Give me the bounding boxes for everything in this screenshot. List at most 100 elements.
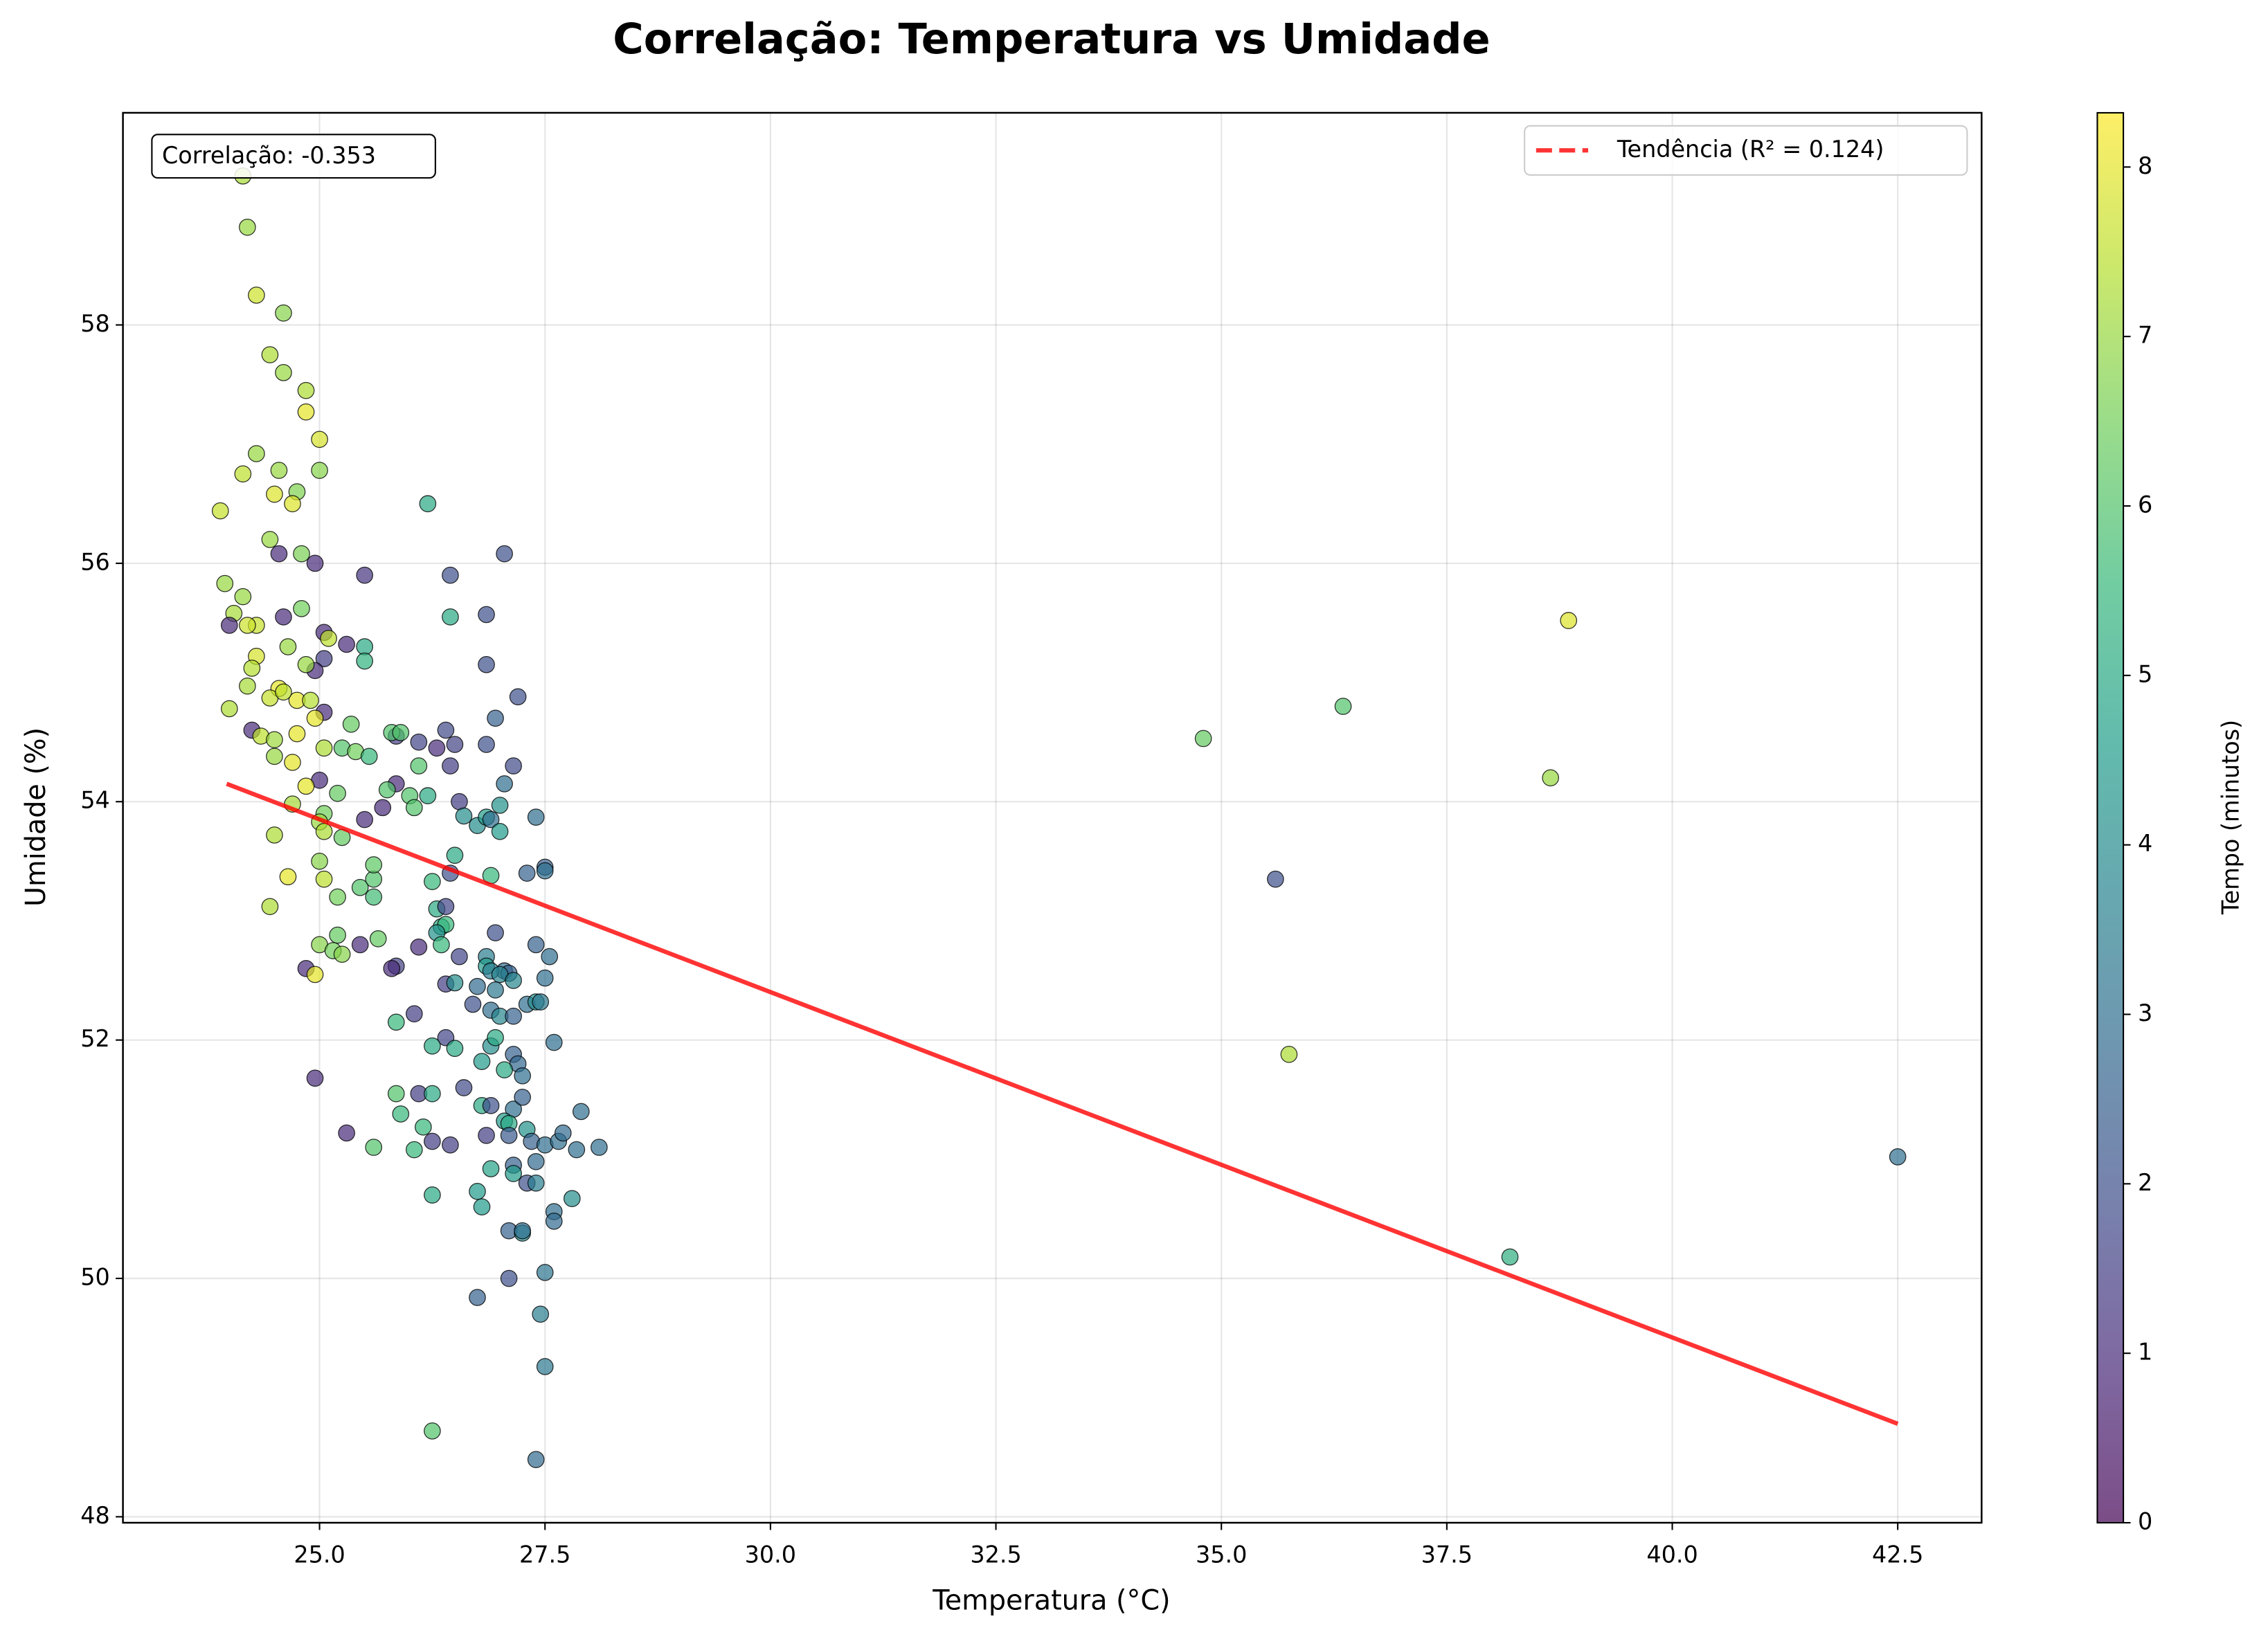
data-point xyxy=(433,936,450,954)
y-tick-label: 56 xyxy=(80,548,110,575)
data-point xyxy=(437,898,455,916)
data-point xyxy=(573,1103,590,1121)
data-point xyxy=(329,888,346,906)
data-point xyxy=(306,966,324,984)
data-point xyxy=(365,856,383,873)
data-point xyxy=(338,1124,355,1142)
colorbar-tick-label: 4 xyxy=(2138,830,2152,857)
legend-box xyxy=(1524,125,1968,176)
y-tick-label: 54 xyxy=(80,787,110,814)
data-point xyxy=(351,936,369,954)
data-point xyxy=(424,1422,441,1440)
data-point xyxy=(496,545,513,563)
data-point xyxy=(437,721,455,739)
legend-label: Tendência (R² = 0.124) xyxy=(1617,136,1884,163)
data-point xyxy=(469,1182,486,1200)
data-point xyxy=(415,1119,432,1136)
data-point xyxy=(1560,612,1578,629)
data-point xyxy=(419,495,437,513)
x-tick-label: 27.5 xyxy=(519,1541,570,1568)
data-point xyxy=(365,870,383,888)
data-point xyxy=(478,606,495,624)
data-point xyxy=(406,799,423,817)
data-point xyxy=(496,775,513,793)
data-point xyxy=(406,1005,423,1023)
data-point xyxy=(1334,698,1352,715)
data-point xyxy=(536,1358,554,1375)
data-point xyxy=(297,777,315,795)
data-point xyxy=(464,995,482,1013)
data-point xyxy=(293,545,310,563)
data-point xyxy=(297,381,315,399)
data-point xyxy=(315,739,333,757)
y-tick-label: 58 xyxy=(80,310,110,337)
data-point xyxy=(482,1097,500,1114)
data-point xyxy=(248,287,265,304)
data-point xyxy=(1267,870,1284,888)
data-point xyxy=(554,1124,572,1142)
data-point xyxy=(509,688,527,706)
data-point xyxy=(487,924,504,941)
data-point xyxy=(374,799,392,817)
data-point xyxy=(505,1007,522,1025)
data-point xyxy=(428,739,446,757)
data-point xyxy=(410,757,428,775)
trend-line xyxy=(226,781,1899,1427)
data-point xyxy=(514,1067,531,1085)
x-tick-label: 42.5 xyxy=(1872,1541,1923,1568)
data-point xyxy=(424,1037,441,1055)
data-point xyxy=(279,638,297,655)
data-point xyxy=(293,599,310,617)
data-point xyxy=(360,748,378,766)
data-point xyxy=(482,811,500,828)
data-point xyxy=(536,1264,554,1281)
data-point xyxy=(356,638,374,655)
data-point xyxy=(505,757,522,775)
data-point xyxy=(333,945,351,963)
colorbar-label: Tempo (minutos) xyxy=(2217,720,2244,915)
data-point xyxy=(487,709,504,727)
data-point xyxy=(220,700,238,718)
data-point xyxy=(406,1141,423,1159)
colorbar-tick-label: 3 xyxy=(2138,999,2152,1026)
data-point xyxy=(442,566,459,584)
y-tick-label: 50 xyxy=(80,1264,110,1291)
data-point xyxy=(1542,769,1559,787)
data-point xyxy=(536,969,554,987)
data-point xyxy=(455,1079,473,1096)
data-point xyxy=(527,936,545,954)
x-tick-label: 37.5 xyxy=(1421,1541,1473,1568)
data-point xyxy=(478,736,495,753)
data-point xyxy=(491,822,509,840)
x-tick-label: 32.5 xyxy=(970,1541,1021,1568)
data-point xyxy=(505,1165,522,1182)
data-point xyxy=(306,1069,324,1087)
data-point xyxy=(482,1160,500,1177)
colorbar-tick-label: 0 xyxy=(2138,1508,2152,1535)
data-point xyxy=(442,1136,459,1154)
data-point xyxy=(469,1289,486,1306)
colorbar-tick-label: 6 xyxy=(2138,491,2152,518)
colorbar xyxy=(2096,111,2125,1524)
annotation: Correlação: -0.353 xyxy=(151,134,436,179)
annotation-box xyxy=(151,134,436,179)
data-point xyxy=(342,715,360,733)
data-point xyxy=(478,1127,495,1144)
data-point xyxy=(451,793,468,811)
data-point xyxy=(279,868,297,886)
x-tick-label: 35.0 xyxy=(1196,1541,1247,1568)
data-point xyxy=(446,846,464,864)
data-point xyxy=(378,781,396,799)
data-point xyxy=(518,864,536,882)
data-point xyxy=(270,462,288,479)
x-tick-label: 30.0 xyxy=(745,1541,796,1568)
data-point xyxy=(311,431,328,449)
data-point xyxy=(527,808,545,826)
data-point xyxy=(491,797,509,814)
data-point xyxy=(469,977,486,995)
data-point xyxy=(266,826,283,844)
data-point xyxy=(532,993,550,1011)
data-point xyxy=(446,736,464,753)
